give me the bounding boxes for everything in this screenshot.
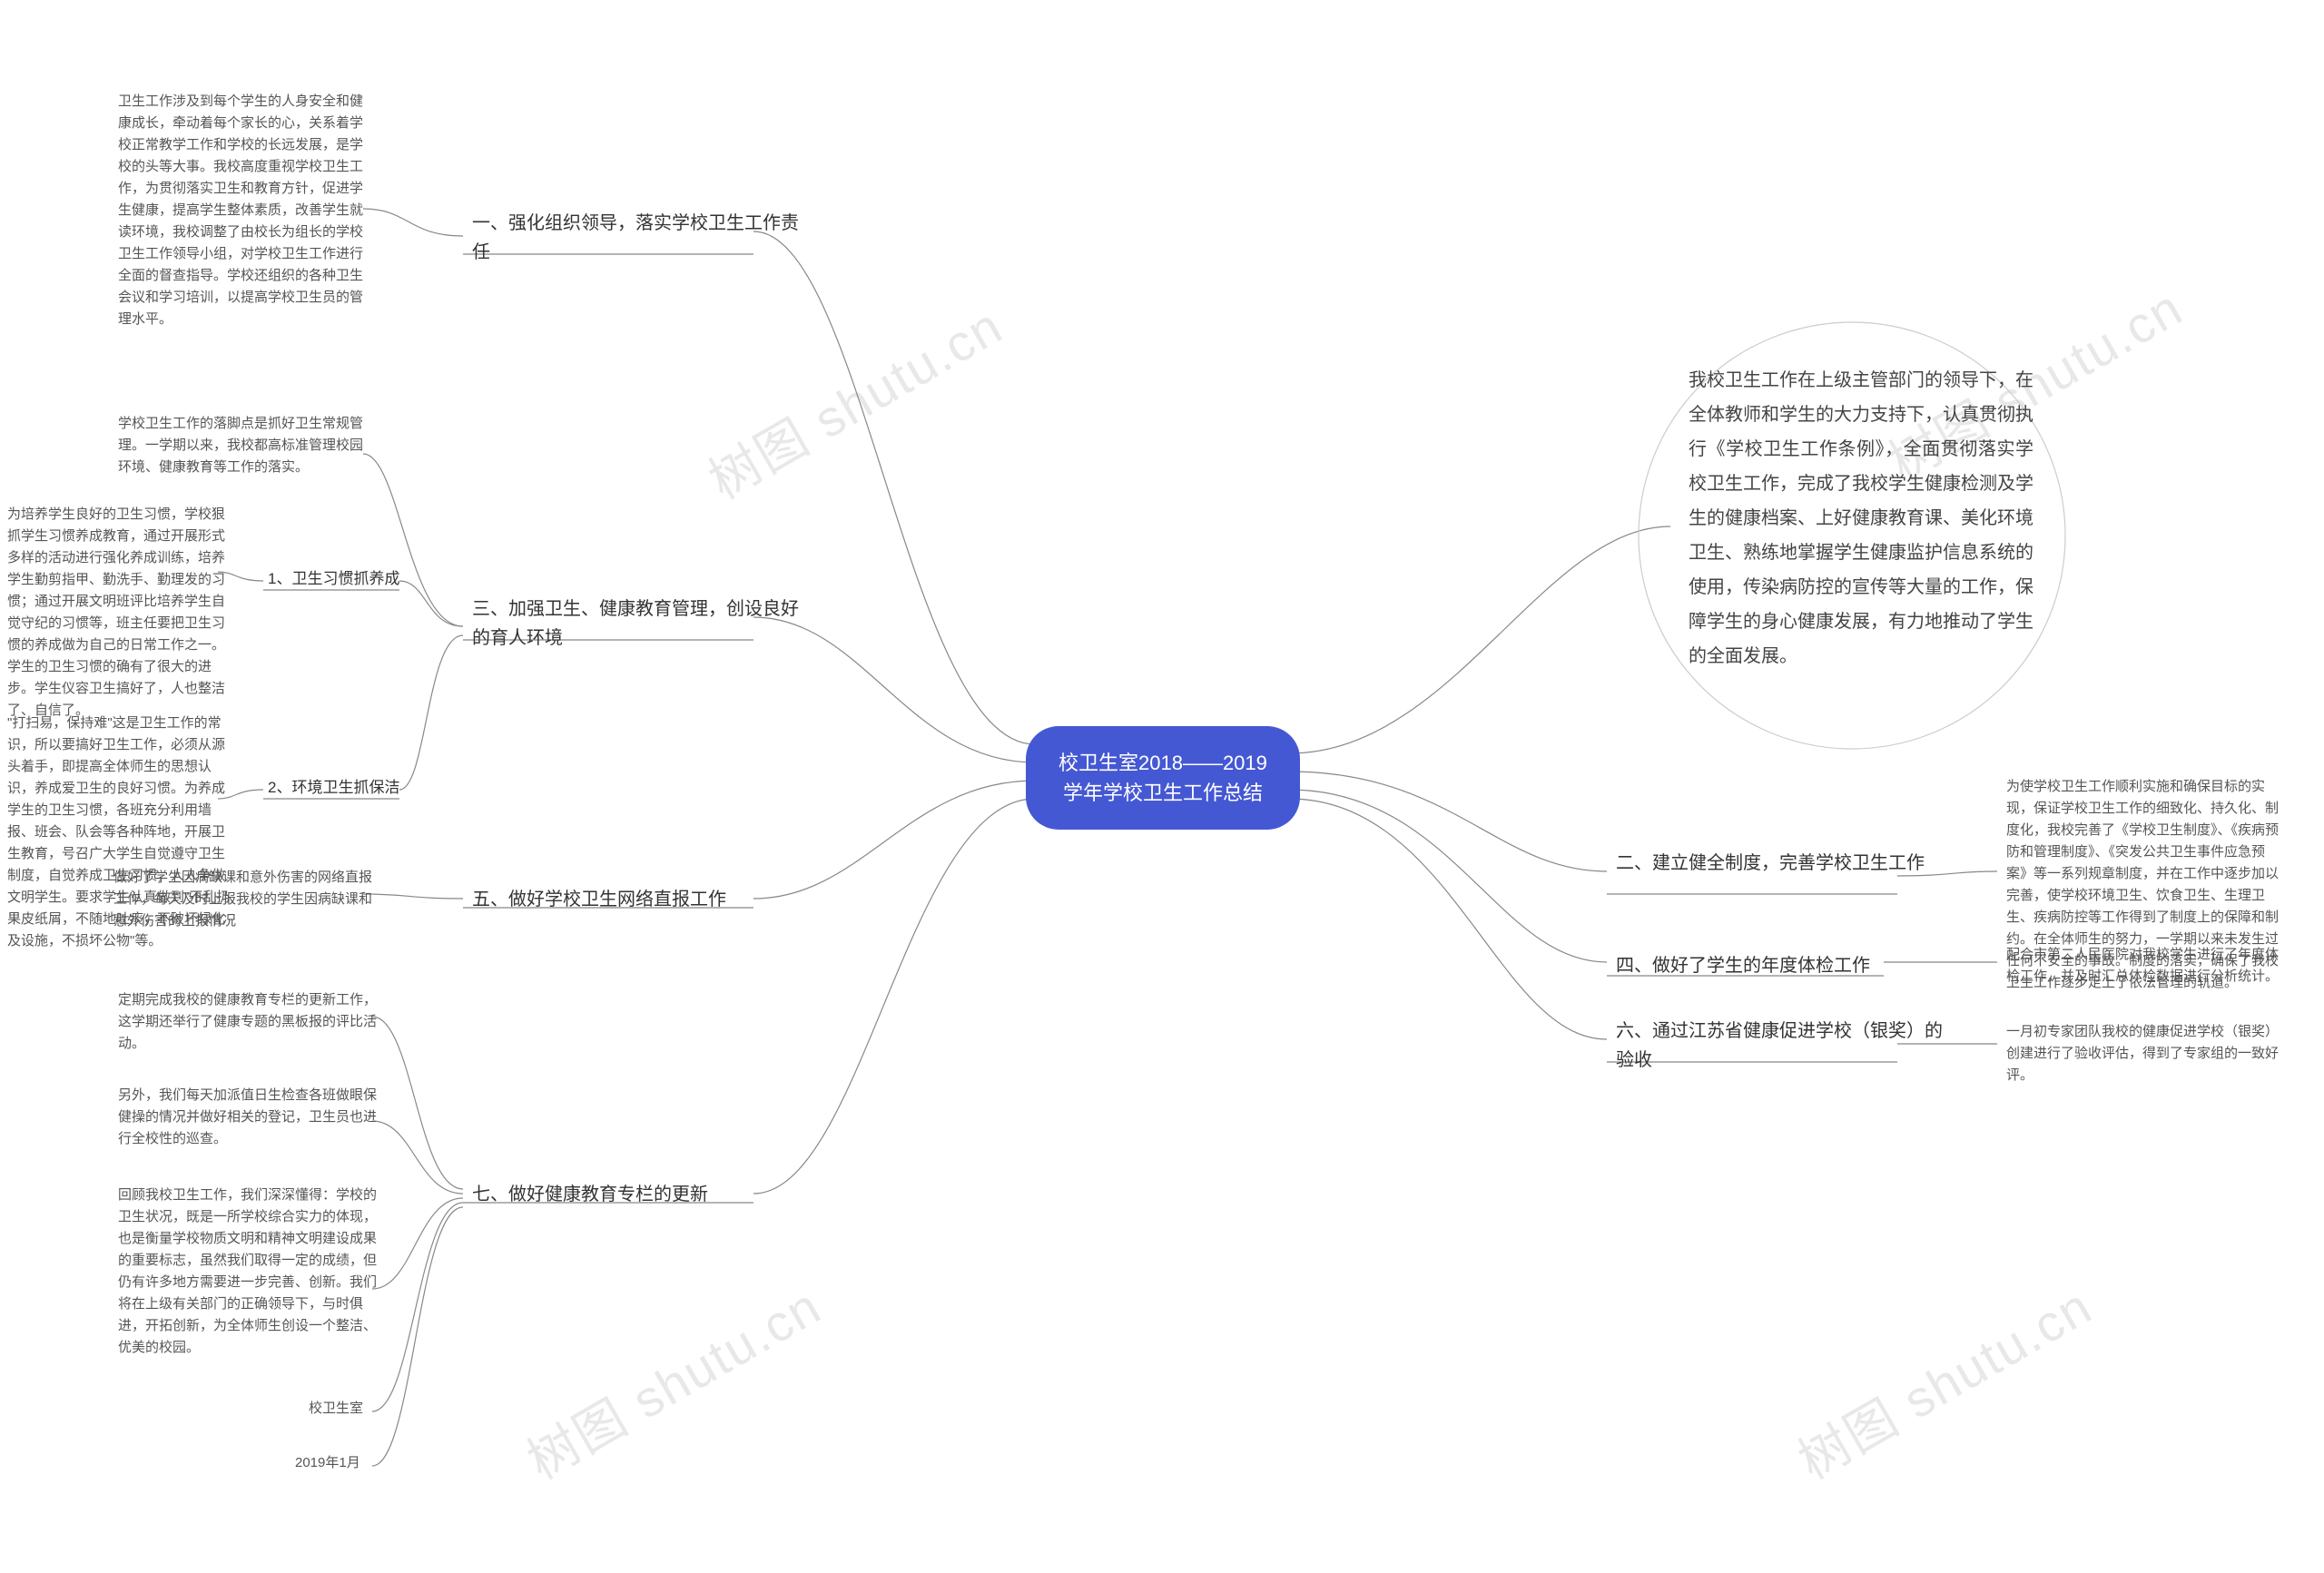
branch-5-leaf: 做好了学生因病缺课和意外伤害的网络直报工作，每天及时上报我校的学生因病缺课和意外… <box>113 867 377 932</box>
branch-3-sub1-leaf: 为培养学生良好的卫生习惯，学校狠抓学生习惯养成教育，通过开展形式多样的活动进行强… <box>7 504 234 722</box>
center-title: 校卫生室2018——2019 学年学校卫生工作总结 <box>1059 752 1267 804</box>
branch-6[interactable]: 六、通过江苏省健康促进学校（银奖）的验收 <box>1616 1017 1943 1075</box>
branch-3-sub2[interactable]: 2、环境卫生抓保洁 <box>268 776 399 800</box>
intro-bubble: 我校卫生工作在上级主管部门的领导下，在全体教师和学生的大力支持下，认真贯彻执行《… <box>1689 363 2034 673</box>
branch-7-leaf2: 另外，我们每天加派值日生检查各班做眼保健操的情况并做好相关的登记，卫生员也进行全… <box>118 1085 381 1150</box>
branch-7-sig: 校卫生室 <box>309 1398 363 1420</box>
branch-7-date: 2019年1月 <box>295 1452 360 1474</box>
branch-1[interactable]: 一、强化组织领导，落实学校卫生工作责任 <box>472 209 799 267</box>
center-node[interactable]: 校卫生室2018——2019 学年学校卫生工作总结 <box>1026 726 1300 830</box>
branch-4[interactable]: 四、做好了学生的年度体检工作 <box>1616 951 1870 980</box>
branch-4-leaf: 配合市第二人民医院对我校学生进行了年度体检工作，并及时汇总体检数据进行分析统计。 <box>2006 944 2279 988</box>
watermark: 树图 shutu.cn <box>694 286 1014 514</box>
branch-2[interactable]: 二、建立健全制度，完善学校卫生工作 <box>1616 849 1925 878</box>
branch-7-leaf3: 回顾我校卫生工作，我们深深懂得：学校的卫生状况，既是一所学校综合实力的体现，也是… <box>118 1185 381 1359</box>
branch-6-leaf: 一月初专家团队我校的健康促进学校（银奖）创建进行了验收评估，得到了专家组的一致好… <box>2006 1021 2279 1086</box>
branch-3-intro: 学校卫生工作的落脚点是抓好卫生常规管理。一学期以来，我校都高标准管理校园环境、健… <box>118 413 372 478</box>
watermark: 树图 shutu.cn <box>1783 1266 2103 1494</box>
branch-7-leaf1: 定期完成我校的健康教育专栏的更新工作，这学期还举行了健康专题的黑板报的评比活动。 <box>118 989 381 1055</box>
branch-5[interactable]: 五、做好学校卫生网络直报工作 <box>472 885 726 914</box>
watermark: 树图 shutu.cn <box>512 1266 832 1494</box>
branch-3[interactable]: 三、加强卫生、健康教育管理，创设良好的育人环境 <box>472 595 799 653</box>
branch-7[interactable]: 七、做好健康教育专栏的更新 <box>472 1180 708 1209</box>
branch-3-sub1[interactable]: 1、卫生习惯抓养成 <box>268 567 399 591</box>
branch-1-leaf: 卫生工作涉及到每个学生的人身安全和健康成长，牵动着每个家长的心，关系着学校正常教… <box>118 91 372 330</box>
